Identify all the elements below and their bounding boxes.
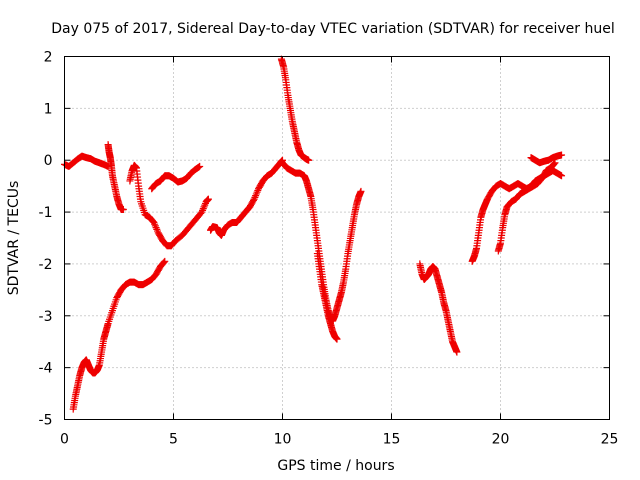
data-point <box>305 156 313 164</box>
data-point <box>150 218 158 226</box>
plot-frame <box>64 56 610 420</box>
x-tick-label: 15 <box>383 432 401 448</box>
data-series <box>126 161 212 250</box>
data-point <box>251 193 259 201</box>
x-tick-label: 25 <box>601 432 619 448</box>
data-point <box>119 205 127 213</box>
y-tick-label: -4 <box>39 361 53 377</box>
y-tick-label: -5 <box>39 413 53 429</box>
data-point <box>151 222 159 230</box>
x-tick-label: 0 <box>60 432 69 448</box>
y-tick-label: 2 <box>44 50 53 66</box>
data-point <box>249 196 257 204</box>
y-tick-label: 1 <box>44 101 53 117</box>
y-tick-label: 0 <box>44 153 53 169</box>
data-point <box>199 205 207 213</box>
x-tick-label: 20 <box>492 432 510 448</box>
data-point <box>200 203 208 211</box>
chart-title: Day 075 of 2017, Sidereal Day-to-day VTE… <box>51 21 614 37</box>
data-points <box>61 55 566 413</box>
data-point <box>357 187 365 195</box>
data-series <box>207 156 286 239</box>
y-axis-label: SDTVAR / TECUs <box>6 181 22 296</box>
data-point <box>201 201 209 209</box>
data-series <box>148 162 204 193</box>
data-series <box>468 167 566 265</box>
data-point <box>252 192 260 200</box>
data-point <box>550 161 558 169</box>
data-point <box>558 172 566 180</box>
data-point <box>159 259 167 267</box>
x-tick-labels: 0 5 10 15 20 25 <box>60 432 618 448</box>
data-series <box>277 55 313 164</box>
data-point <box>151 220 159 228</box>
data-series <box>69 257 169 413</box>
x-axis-label: GPS time / hours <box>277 458 394 474</box>
x-tick-label: 5 <box>169 432 178 448</box>
data-series <box>494 159 559 255</box>
data-point <box>154 227 162 235</box>
data-point <box>250 195 258 203</box>
y-tick-labels: -5 -4 -3 -2 -1 0 1 2 <box>39 50 53 429</box>
data-point <box>550 160 558 168</box>
data-point <box>160 258 168 266</box>
data-point <box>551 159 559 167</box>
data-series <box>527 151 566 167</box>
grid <box>64 56 610 420</box>
data-point <box>333 335 341 343</box>
data-point <box>196 162 204 170</box>
data-point <box>152 224 160 232</box>
data-point <box>161 257 169 265</box>
data-point <box>199 206 207 214</box>
data-point <box>153 225 161 233</box>
y-tick-label: -2 <box>39 257 53 273</box>
y-tick-label: -3 <box>39 309 53 325</box>
x-tick-label: 10 <box>274 432 292 448</box>
data-point <box>254 186 262 194</box>
axis-ticks <box>64 56 610 420</box>
data-series <box>61 152 112 170</box>
data-series <box>416 260 461 356</box>
data-point <box>453 348 461 356</box>
data-point <box>198 208 206 216</box>
y-tick-label: -1 <box>39 205 53 221</box>
data-series <box>104 141 127 213</box>
data-series <box>313 250 341 343</box>
data-point <box>253 188 261 196</box>
data-point <box>252 190 260 198</box>
data-point <box>204 195 212 203</box>
data-point <box>558 151 566 159</box>
